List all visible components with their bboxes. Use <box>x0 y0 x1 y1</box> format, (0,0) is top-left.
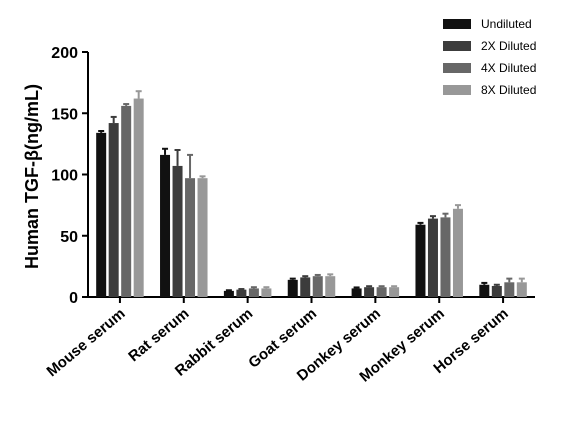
bar-8x-diluted-rabbit-serum <box>261 288 272 297</box>
x-category-label: Rat serum <box>125 305 192 365</box>
legend-label: 8X Diluted <box>481 83 536 97</box>
legend-label: 4X Diluted <box>481 61 536 75</box>
bar-8x-diluted-donkey-serum <box>389 287 400 297</box>
bar-undiluted-rat-serum <box>160 154 171 297</box>
bar-2x-diluted-rabbit-serum <box>236 289 247 297</box>
y-axis-title: Human TGF-β(ng/mL) <box>22 84 42 269</box>
bar-2x-diluted-rat-serum <box>172 165 183 297</box>
bar-undiluted-mouse-serum <box>96 132 107 297</box>
bar-4x-diluted-goat-serum <box>312 276 323 297</box>
legend-label: 2X Diluted <box>481 39 536 53</box>
y-tick-label: 150 <box>51 106 78 123</box>
bar-undiluted-goat-serum <box>287 279 298 297</box>
legend-swatch <box>443 41 471 51</box>
y-tick-label: 100 <box>51 168 78 185</box>
bar-4x-diluted-rat-serum <box>185 178 196 297</box>
bar-undiluted-monkey-serum <box>415 224 426 297</box>
y-tick-label: 50 <box>60 229 78 246</box>
legend-swatch <box>443 85 471 95</box>
bar-undiluted-rabbit-serum <box>223 290 234 297</box>
bar-2x-diluted-horse-serum <box>491 285 502 297</box>
bar-4x-diluted-horse-serum <box>504 282 515 297</box>
legend-swatch <box>443 63 471 73</box>
bar-undiluted-horse-serum <box>479 284 490 297</box>
bar-8x-diluted-mouse-serum <box>133 98 144 297</box>
legend-swatch <box>443 19 471 29</box>
y-tick-label: 200 <box>51 45 78 62</box>
bar-2x-diluted-goat-serum <box>300 277 311 297</box>
bar-8x-diluted-monkey-serum <box>452 208 463 297</box>
bar-2x-diluted-donkey-serum <box>364 287 375 297</box>
bar-8x-diluted-goat-serum <box>325 276 336 297</box>
x-category-label: Mouse serum <box>43 305 128 380</box>
bar-4x-diluted-donkey-serum <box>376 287 387 297</box>
bar-2x-diluted-monkey-serum <box>427 218 438 297</box>
bar-8x-diluted-rat-serum <box>197 178 208 297</box>
y-tick-label: 0 <box>69 290 78 307</box>
bar-undiluted-donkey-serum <box>351 288 362 297</box>
bar-4x-diluted-rabbit-serum <box>248 288 259 297</box>
bar-2x-diluted-mouse-serum <box>108 123 119 297</box>
bar-8x-diluted-horse-serum <box>516 282 527 297</box>
bar-4x-diluted-monkey-serum <box>440 217 451 297</box>
legend-label: Undiluted <box>481 17 532 31</box>
bar-4x-diluted-mouse-serum <box>121 105 132 298</box>
